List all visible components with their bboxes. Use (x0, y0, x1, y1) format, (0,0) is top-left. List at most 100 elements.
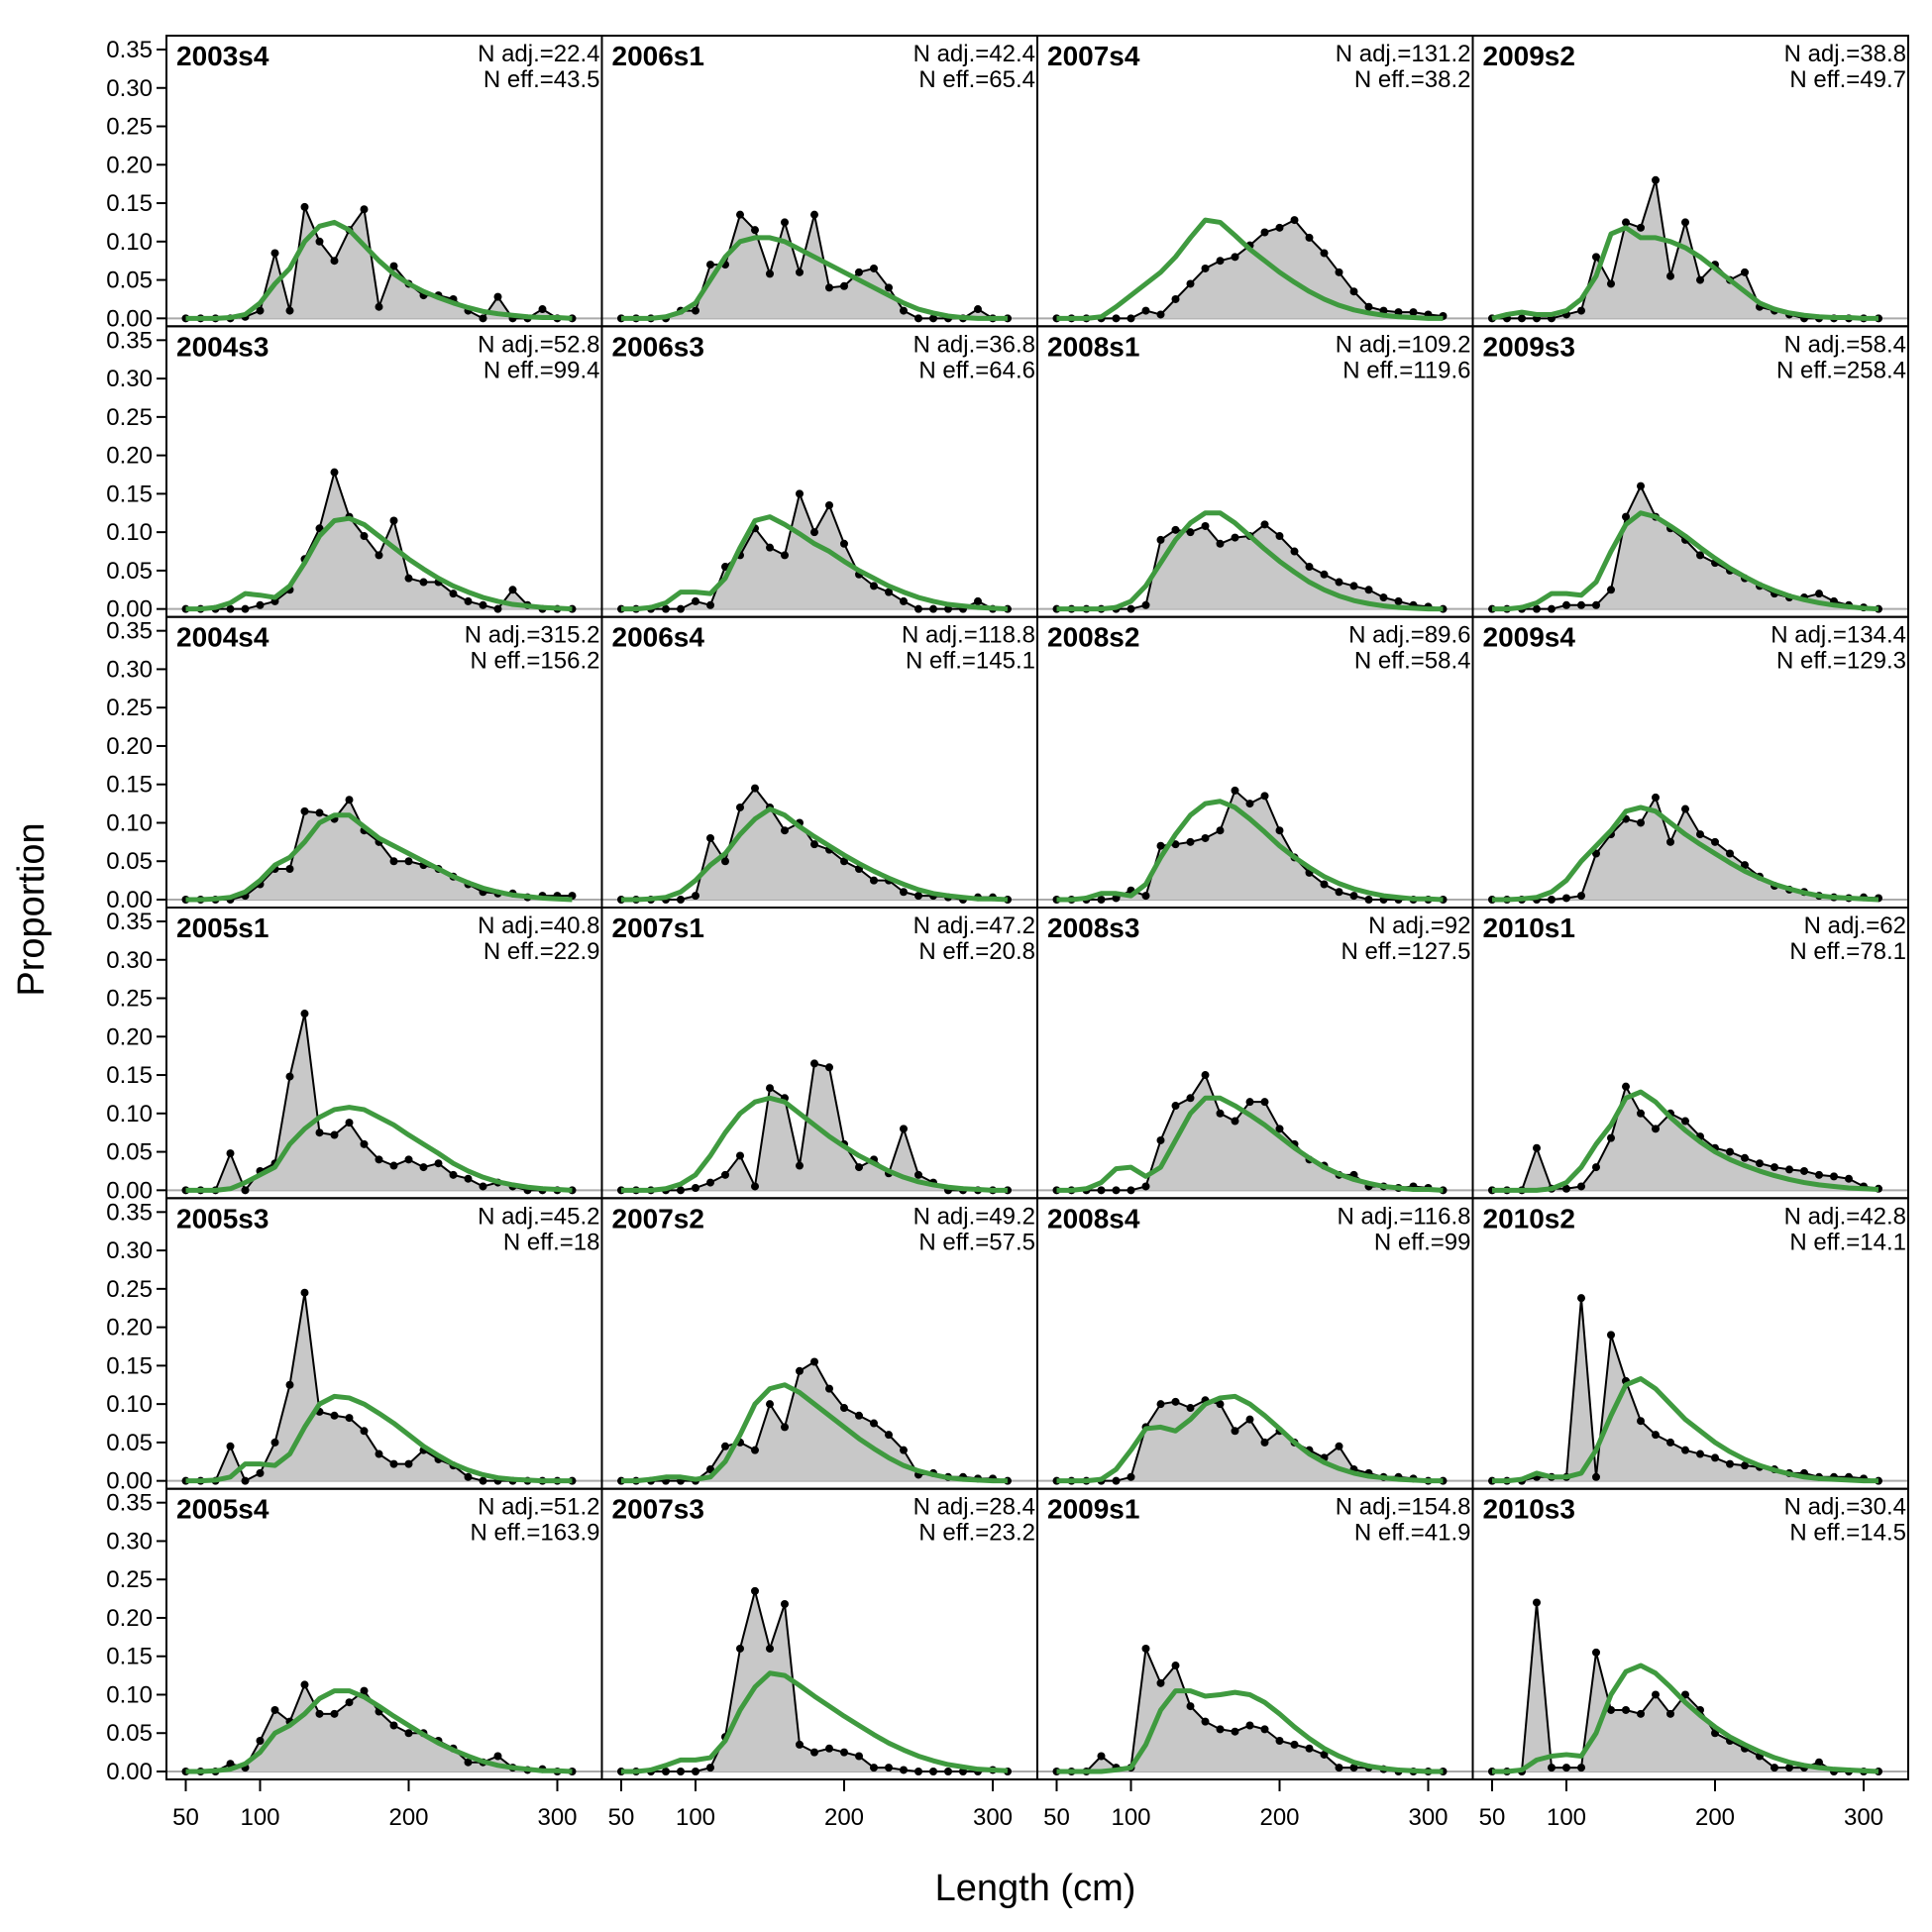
observed-point (1622, 512, 1630, 521)
observed-point (1275, 826, 1284, 835)
observed-point (796, 1161, 804, 1170)
x-tick-label: 300 (1408, 1804, 1448, 1831)
expected-line (185, 1393, 573, 1484)
panel-label: 2007s3 (612, 1494, 704, 1525)
observed-point (1666, 1709, 1674, 1718)
observed-point (1652, 1431, 1660, 1440)
observed-point (1815, 1170, 1823, 1179)
observed-point (1666, 837, 1674, 846)
observed-point (929, 604, 937, 613)
observed-point (914, 892, 922, 901)
observed-point (1652, 175, 1660, 184)
n-adj-label: N adj.=131.2 (1336, 41, 1471, 67)
panel-2007s4: 2007s4 N adj.=131.2N eff.=38.2 (1036, 35, 1474, 328)
y-tick-label: 0.00 (106, 1468, 153, 1495)
observed-point (870, 1419, 878, 1428)
observed-point (300, 202, 309, 211)
observed-point (464, 596, 473, 605)
observed-point (241, 604, 250, 613)
observed-point (1785, 1165, 1793, 1174)
observed-point (1186, 1094, 1195, 1103)
n-eff-label: N eff.=43.5 (483, 66, 600, 93)
observed-point (1652, 1125, 1660, 1133)
observed-point (1666, 1438, 1674, 1447)
observed-point (1637, 1109, 1645, 1118)
observed-line (621, 1590, 1009, 1772)
observed-point (1845, 1174, 1853, 1183)
observed-point (1305, 1744, 1314, 1753)
observed-point (404, 574, 413, 583)
observed-point (285, 306, 294, 315)
observed-point (1666, 271, 1674, 280)
observed-point (389, 1459, 398, 1468)
observed-area (1056, 1648, 1444, 1771)
observed-point (1141, 1182, 1150, 1191)
panel-2009s3: 2009s3 N adj.=58.4N eff.=258.4 (1471, 325, 1909, 618)
y-tick-label: 0.30 (106, 1528, 153, 1555)
observed-point (226, 1149, 235, 1158)
n-adj-label: N adj.=154.8 (1336, 1494, 1471, 1521)
observed-point (855, 1163, 863, 1172)
n-adj-label: N adj.=38.8 (1784, 41, 1906, 67)
observed-point (1637, 1417, 1645, 1426)
observed-point (1800, 1166, 1808, 1175)
observed-point (449, 590, 458, 598)
observed-point (360, 205, 369, 214)
observed-point (1201, 1071, 1210, 1080)
observed-point (1577, 1182, 1585, 1191)
observed-point (1394, 596, 1403, 605)
observed-point (1785, 1764, 1793, 1772)
observed-point (1141, 1644, 1150, 1653)
observed-point (1127, 1472, 1135, 1481)
observed-point (375, 1449, 383, 1458)
n-adj-label: N adj.=89.6 (1348, 622, 1470, 649)
expected-line (185, 1688, 573, 1774)
observed-point (360, 532, 369, 541)
n-eff-label: N eff.=99.4 (483, 357, 600, 383)
observed-point (1156, 841, 1165, 850)
observed-point (810, 528, 818, 537)
y-tick-label: 0.00 (106, 887, 153, 913)
observed-point (1335, 1442, 1343, 1450)
observed-point (840, 539, 848, 548)
expected-line (621, 235, 1008, 321)
y-tick-label: 0.15 (106, 190, 153, 217)
observed-point (1607, 1331, 1615, 1340)
y-axis-title: Proportion (11, 822, 53, 996)
y-tick-label: 0.30 (106, 366, 153, 392)
observed-point (330, 1411, 339, 1420)
expected-line (1492, 1376, 1878, 1484)
observed-point (330, 257, 339, 266)
y-tick-label: 0.25 (106, 1566, 153, 1593)
observed-point (226, 1442, 235, 1450)
observed-point (1275, 223, 1284, 232)
x-tick-label: 300 (537, 1804, 577, 1831)
observed-point (1592, 1472, 1600, 1481)
observed-point (1349, 1764, 1358, 1772)
observed-point (706, 1764, 714, 1772)
y-tick-label: 0.00 (106, 596, 153, 623)
observed-point (706, 833, 714, 842)
observed-point (1349, 892, 1358, 901)
observed-point (662, 604, 670, 613)
panel-2010s2: 2010s2 N adj.=42.8N eff.=14.1 (1471, 1197, 1909, 1490)
x-tick-label: 100 (1111, 1804, 1150, 1831)
observed-point (900, 306, 908, 315)
observed-point (315, 524, 324, 533)
observed-point (1216, 257, 1225, 266)
n-adj-label: N adj.=30.4 (1784, 1494, 1906, 1521)
panel-label: 2004s3 (176, 331, 268, 362)
observed-point (241, 1476, 250, 1485)
observed-point (870, 1764, 878, 1772)
observed-area (1056, 220, 1444, 319)
x-tick-label: 50 (172, 1804, 199, 1831)
n-adj-label: N adj.=47.2 (913, 912, 1035, 939)
observed-point (1171, 525, 1180, 534)
observed-point (1592, 1648, 1600, 1657)
observed-point (1335, 1764, 1343, 1772)
y-tick-label: 0.30 (106, 1237, 153, 1264)
expected-line (185, 812, 573, 903)
panel-2008s2: 2008s2 N adj.=89.6N eff.=58.4 (1036, 615, 1474, 910)
observed-point (479, 600, 487, 609)
